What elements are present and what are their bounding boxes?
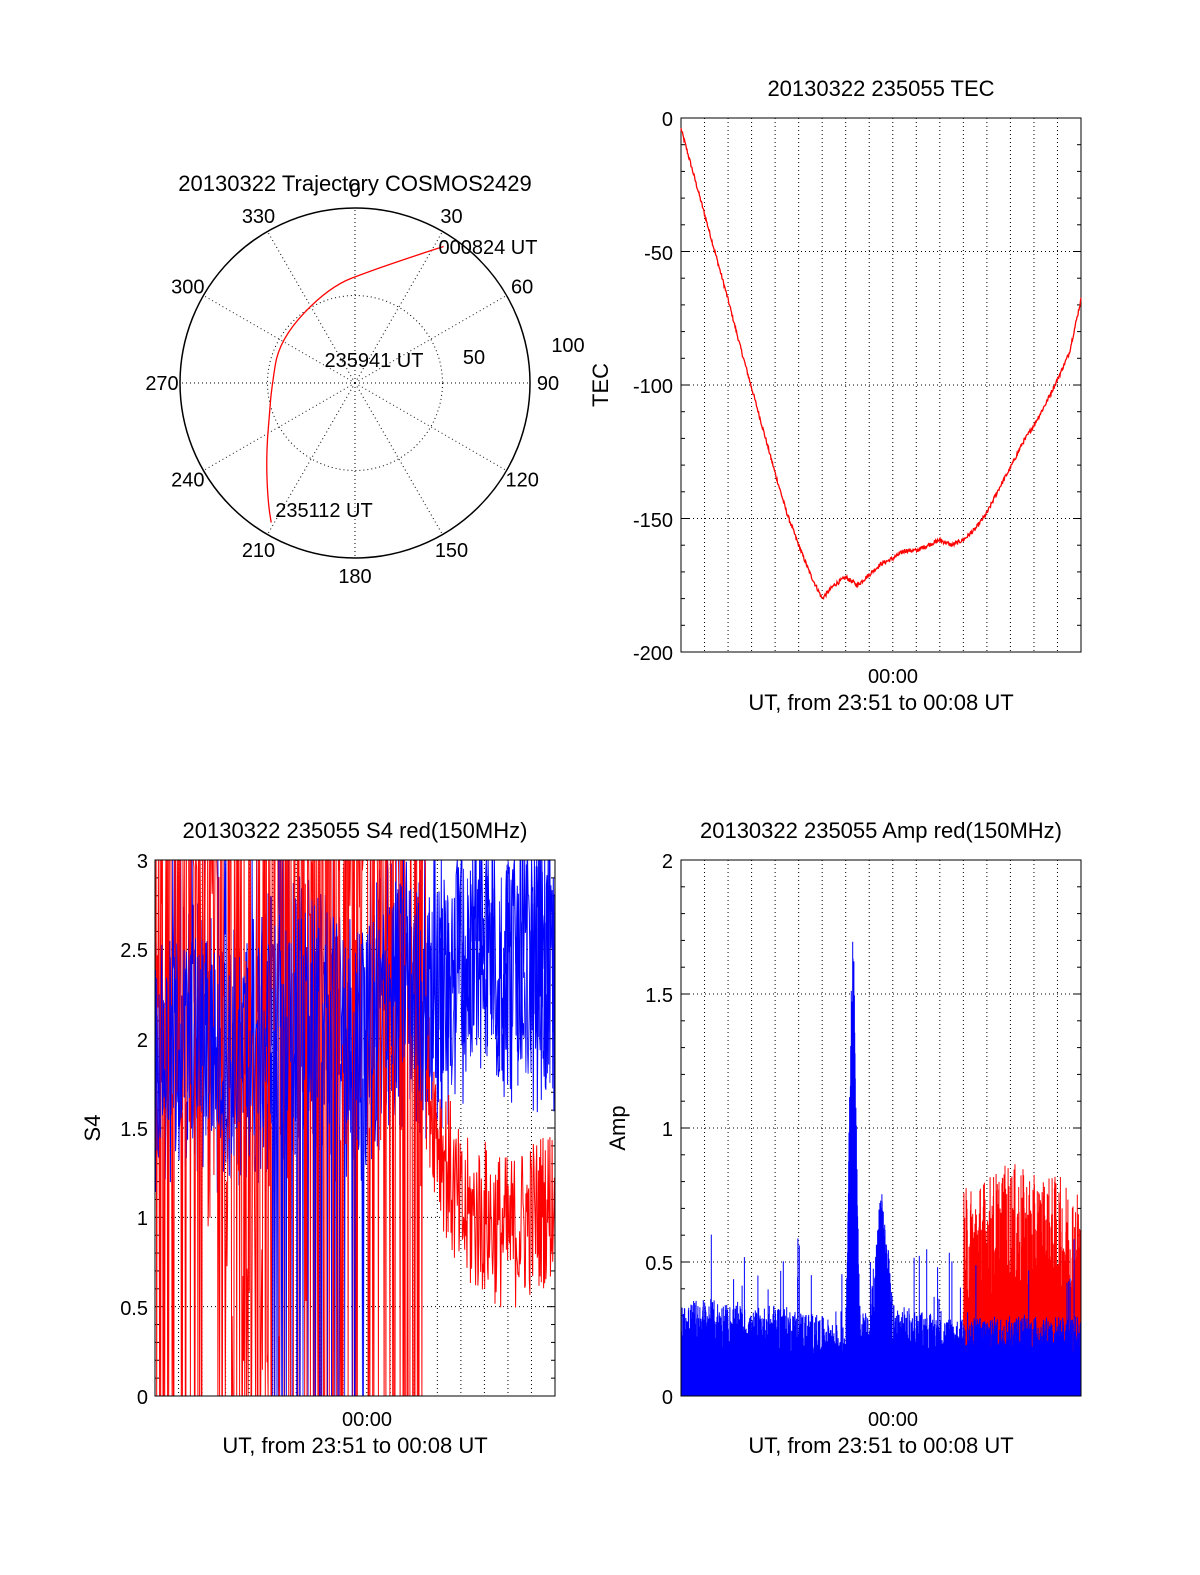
s4-ytick-3: 3 (137, 851, 148, 873)
amp-ytick-0.5: 0.5 (645, 1253, 673, 1275)
s4-ytick-0.5: 0.5 (120, 1298, 148, 1320)
amp-y-ticks: 2 1.5 1 0.5 0 (645, 851, 673, 1409)
polar-az-label-210: 210 (242, 540, 275, 562)
polar-az-label-120: 120 (505, 470, 538, 492)
s4-axes-box (154, 859, 556, 1397)
amp-grid (681, 860, 1081, 1396)
s4-y-ticks: 3 2.5 2 1.5 1 0.5 0 (120, 851, 148, 1409)
amp-series (680, 941, 1082, 1396)
polar-azimuth-labels: 0 30 60 90 120 150 180 210 240 270 300 330 (145, 180, 559, 588)
tec-axes-box (680, 117, 1082, 653)
s4-ytick-2: 2 (137, 1030, 148, 1052)
amp-ytick-0: 0 (662, 1387, 673, 1409)
polar-inner-ring (267, 295, 443, 471)
s4-xtick-0000: 00:00 (342, 1409, 392, 1431)
amp-ytick-2: 2 (662, 851, 673, 873)
s4-title: 20130322 235055 S4 red(150MHz) (183, 818, 528, 843)
polar-outer-ring (179, 207, 531, 559)
amp-xtick-0000: 00:00 (868, 1409, 918, 1431)
tec-ylabel: TEC (588, 363, 613, 407)
amp-axes-box (680, 859, 1082, 1397)
s4-ytick-2.5: 2.5 (120, 940, 148, 962)
s4-series (155, 860, 555, 1396)
trajectory-start-annotation: 235112 UT (275, 500, 372, 522)
polar-az-label-180: 180 (338, 566, 371, 588)
s4-panel: 20130322 235055 S4 red(150MHz) 3 2.5 2 1… (80, 818, 556, 1458)
polar-az-label-90: 90 (537, 373, 559, 395)
polar-az-label-30: 30 (440, 206, 462, 228)
trajectory-end-annotation: 000824 UT (439, 237, 538, 259)
trajectory-panel: 20130322 Trajectory COSMOS2429 0 30 60 90 12… (145, 171, 584, 588)
polar-az-label-60: 60 (511, 277, 533, 299)
amp-ytick-1: 1 (662, 1119, 673, 1141)
amp-title: 20130322 235055 Amp red(150MHz) (700, 818, 1062, 843)
polar-az-label-270: 270 (145, 373, 178, 395)
s4-ytick-0: 0 (137, 1387, 148, 1409)
trajectory-line (266, 245, 444, 523)
s4-ylabel: S4 (80, 1115, 105, 1142)
polar-grid (179, 207, 531, 559)
s4-ytick-1: 1 (137, 1208, 148, 1230)
polar-spoke-120 (354, 382, 507, 471)
amp-ytick-1.5: 1.5 (645, 985, 673, 1007)
s4-ytick-1.5: 1.5 (120, 1119, 148, 1141)
polar-az-label-0: 0 (349, 180, 360, 202)
amp-panel: 20130322 235055 Amp red(150MHz) 2 1.5 1 … (605, 818, 1082, 1458)
s4-xlabel: UT, from 23:51 to 00:08 UT (222, 1433, 487, 1458)
amp-ylabel: Amp (605, 1105, 630, 1150)
trajectory-title: 20130322 Trajectory COSMOS2429 (178, 171, 531, 196)
amp-xlabel: UT, from 23:51 to 00:08 UT (748, 1433, 1013, 1458)
tec-ytick-m200: -200 (633, 643, 673, 665)
polar-az-label-300: 300 (171, 277, 204, 299)
tec-grid (681, 118, 1081, 652)
amp-blue-line (680, 941, 1082, 1396)
polar-az-label-330: 330 (242, 206, 275, 228)
s4-red-line (155, 860, 555, 1396)
polar-elev-label-100: 100 (551, 335, 584, 357)
tec-xlabel: UT, from 23:51 to 00:08 UT (748, 690, 1013, 715)
tec-xtick-0000: 00:00 (868, 666, 918, 688)
tec-y-ticks: 0 -50 -100 -150 -200 (633, 109, 673, 665)
polar-elev-label-50: 50 (463, 347, 485, 369)
tec-ytick-m100: -100 (633, 376, 673, 398)
polar-az-label-240: 240 (171, 470, 204, 492)
trajectory-peak-annotation: 235941 UT (325, 350, 424, 372)
s4-blue-overlay (155, 860, 555, 1396)
polar-az-label-150: 150 (435, 540, 468, 562)
tec-ytick-0: 0 (662, 109, 673, 131)
tec-title: 20130322 235055 TEC (767, 76, 994, 101)
tec-ytick-m150: -150 (633, 510, 673, 532)
tec-ytick-m50: -50 (644, 243, 673, 265)
tec-series-line (680, 127, 1082, 600)
tec-panel: 20130322 235055 TEC 0 -50 -100 -150 -200… (588, 76, 1082, 715)
